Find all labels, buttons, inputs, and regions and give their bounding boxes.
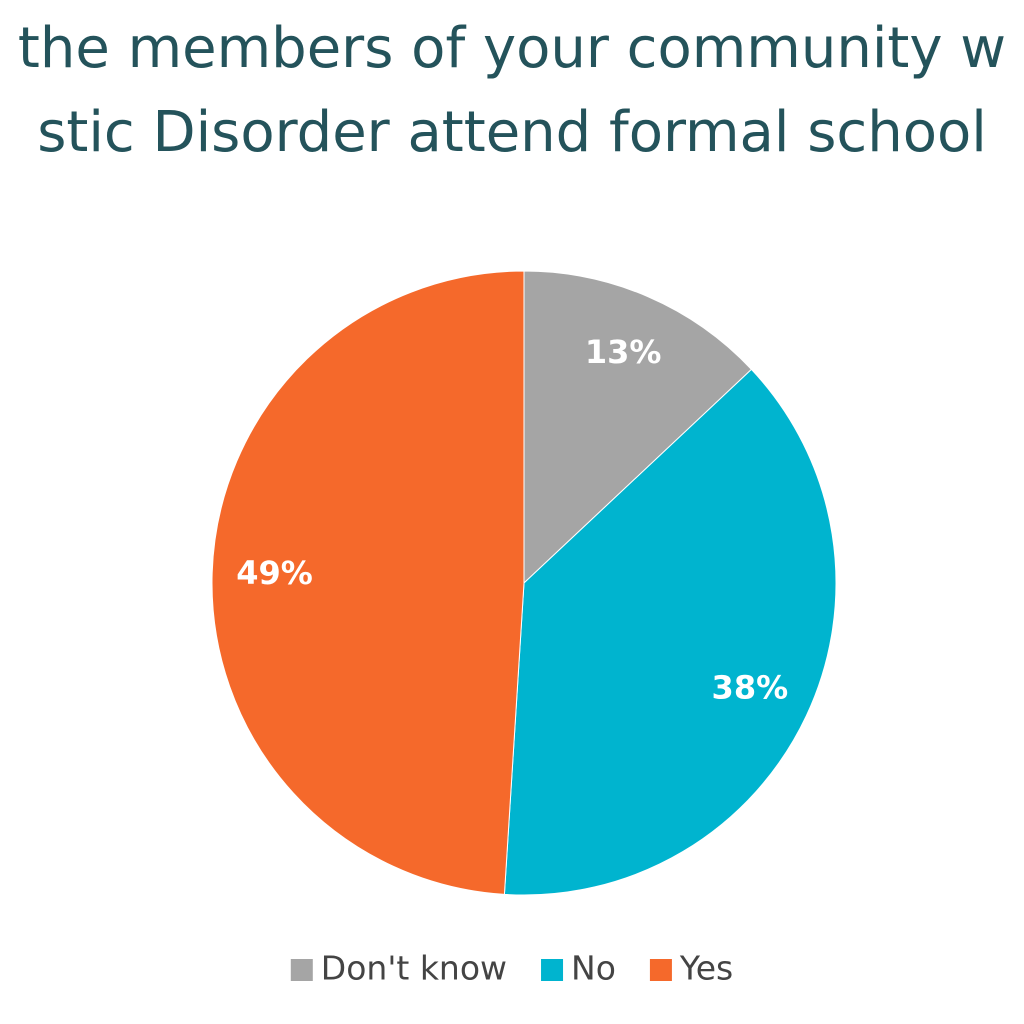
- pie-slice: [211, 270, 525, 895]
- pie-slice: [503, 368, 837, 896]
- value-label: 13%: [585, 333, 662, 371]
- legend-swatch: [541, 959, 564, 981]
- value-label: 38%: [712, 668, 789, 706]
- legend-label: Yes: [679, 949, 733, 988]
- legend-label: No: [571, 949, 616, 988]
- chart-title: stic Disorder attend formal school: [37, 100, 987, 165]
- legend-swatch: [290, 959, 313, 981]
- value-label: 49%: [236, 554, 313, 592]
- pie-slice: [523, 270, 753, 585]
- chart-title: the members of your community w: [18, 16, 1006, 81]
- legend-swatch: [649, 959, 672, 981]
- legend-label: Don't know: [321, 949, 507, 988]
